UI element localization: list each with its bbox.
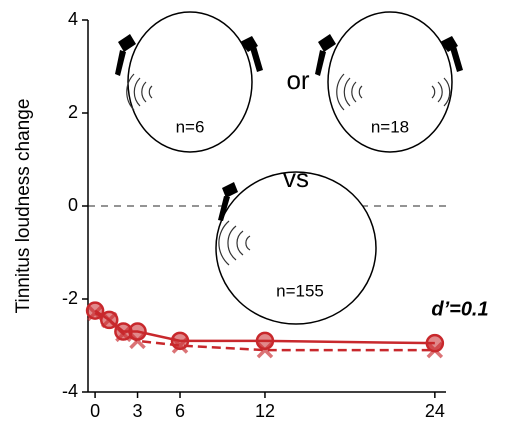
- y-tick-label: 2: [68, 102, 78, 122]
- n-label: n=155: [276, 281, 324, 300]
- head: [216, 172, 376, 324]
- head-diagrams: n=6 or n=18: [115, 12, 463, 152]
- n-label: n=18: [371, 117, 409, 136]
- or-label: or: [286, 65, 309, 95]
- chart: n=6 or n=18 vs n=155 d’=0.1 Tinnitus lou…: [0, 0, 512, 432]
- y-axis-label: Tinnitus loudness change: [13, 99, 34, 314]
- y-tick-label: -4: [62, 381, 78, 401]
- n-label: n=6: [176, 117, 205, 136]
- vs-label: vs: [283, 163, 309, 193]
- y-tick-label: -2: [62, 288, 78, 308]
- head-diagram: vs n=155: [216, 163, 376, 324]
- y-tick-label: 0: [68, 195, 78, 215]
- x-tick-label: 6: [175, 401, 185, 421]
- x-tick-label: 12: [255, 401, 275, 421]
- effect-size: d’=0.1: [431, 298, 488, 320]
- x-tick-label: 0: [90, 401, 100, 421]
- x-tick-label: 24: [425, 401, 445, 421]
- y-tick-label: 4: [68, 9, 78, 29]
- x-tick-label: 3: [133, 401, 143, 421]
